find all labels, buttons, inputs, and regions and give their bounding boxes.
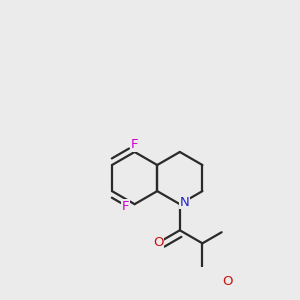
Text: F: F: [131, 138, 138, 151]
Text: F: F: [122, 200, 130, 212]
Text: O: O: [222, 275, 232, 288]
Text: N: N: [180, 196, 190, 209]
Text: O: O: [153, 236, 164, 248]
